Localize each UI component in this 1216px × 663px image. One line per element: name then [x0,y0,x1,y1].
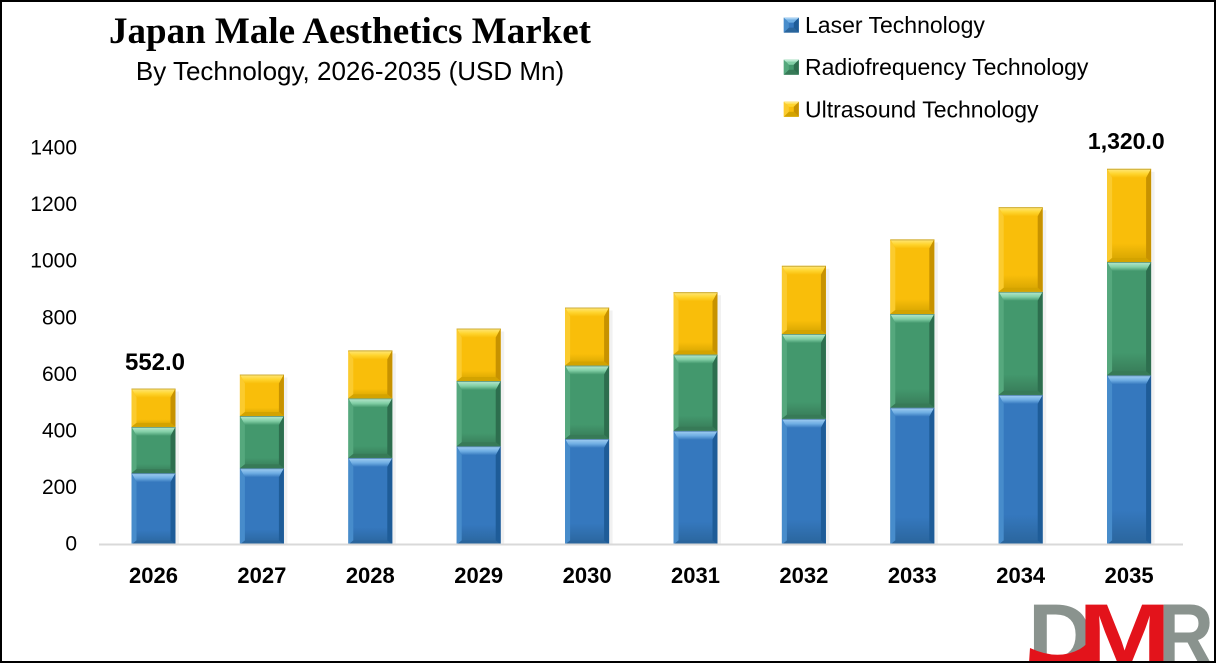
svg-text:By Technology, 2026-2035 (USD: By Technology, 2026-2035 (USD Mn) [136,56,564,86]
svg-text:2031: 2031 [671,563,720,588]
svg-text:R: R [1159,586,1214,663]
svg-text:1400: 1400 [30,137,77,160]
svg-text:1000: 1000 [30,250,77,273]
svg-text:200: 200 [42,476,77,499]
svg-text:2029: 2029 [454,563,503,588]
svg-text:Ultrasound Technology: Ultrasound Technology [805,96,1039,122]
svg-text:1,320.0: 1,320.0 [1088,128,1165,154]
svg-text:552.0: 552.0 [125,349,185,376]
svg-text:800: 800 [42,306,77,329]
svg-text:2028: 2028 [346,563,395,588]
svg-text:Radiofrequency Technology: Radiofrequency Technology [805,54,1089,80]
svg-text:Japan Male Aesthetics Market: Japan Male Aesthetics Market [109,11,592,52]
svg-text:2035: 2035 [1105,563,1154,588]
svg-text:2034: 2034 [996,563,1046,588]
svg-text:600: 600 [42,363,77,386]
svg-text:1200: 1200 [30,193,77,216]
svg-text:0: 0 [65,533,77,556]
svg-text:2033: 2033 [888,563,937,588]
svg-text:2027: 2027 [237,563,286,588]
svg-text:400: 400 [42,420,77,443]
svg-text:Laser Technology: Laser Technology [805,12,985,38]
svg-text:2032: 2032 [779,563,828,588]
svg-text:2030: 2030 [563,563,612,588]
svg-text:2026: 2026 [129,563,178,588]
